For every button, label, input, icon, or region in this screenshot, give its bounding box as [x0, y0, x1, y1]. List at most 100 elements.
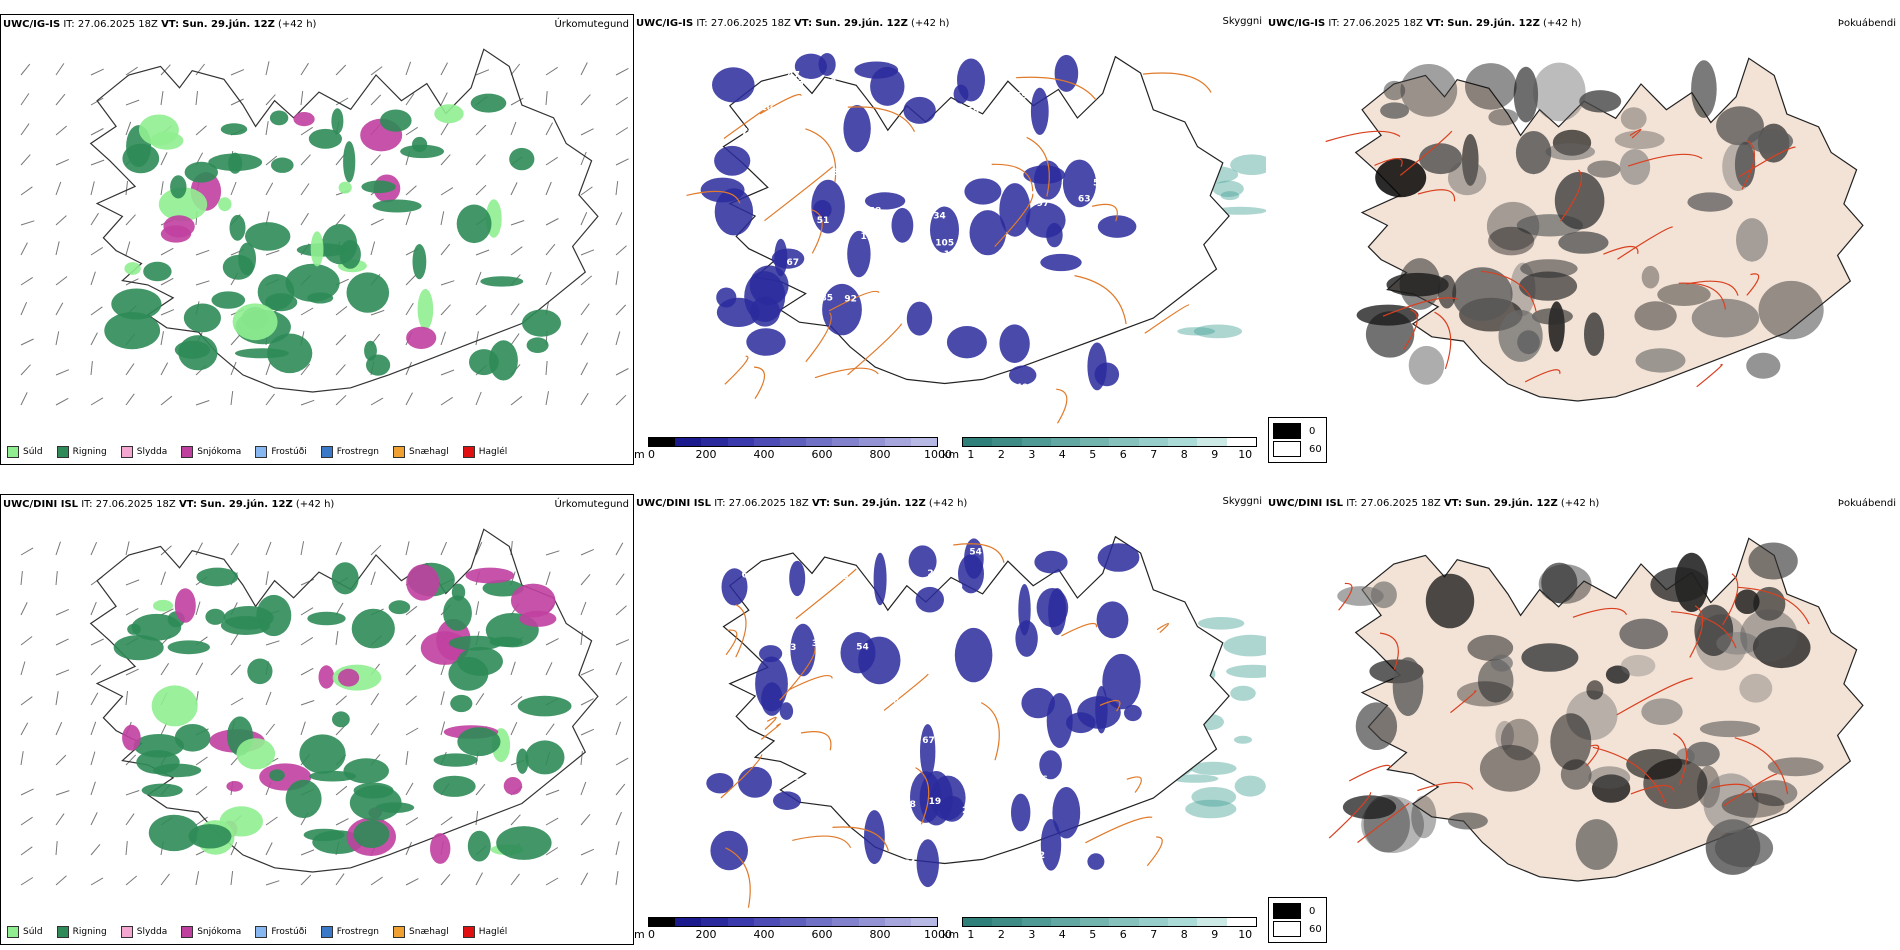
fog-cell [1193, 324, 1242, 339]
wind-barb [90, 397, 104, 406]
wind-barb [510, 721, 518, 736]
wind-barb [615, 542, 624, 556]
wind-barb [440, 541, 447, 556]
precip-cell [184, 161, 218, 183]
wind-barb [405, 541, 410, 556]
wind-barb [580, 573, 591, 586]
wind-barb [55, 813, 65, 826]
cloud-base-label: 106 [1107, 783, 1126, 793]
fog-index-patch [1456, 681, 1514, 707]
wind-barb [615, 639, 630, 646]
low-cloud [1077, 696, 1121, 729]
wind-barb [195, 125, 207, 136]
low-cloud [930, 206, 959, 253]
wind-barb [370, 723, 380, 736]
precip-cell [388, 600, 411, 615]
road [828, 290, 880, 312]
fog-cell [1230, 154, 1266, 175]
wind-barb [475, 811, 479, 826]
precip-cell [153, 599, 173, 612]
low-cloud [915, 586, 944, 613]
cloud-base-label: 76 [742, 128, 755, 138]
low-cloud [1124, 704, 1142, 722]
wind-barb [125, 541, 130, 556]
road [1379, 632, 1399, 670]
fog-key-row: 0 [1273, 902, 1322, 920]
fog-index-patch [1635, 348, 1686, 373]
wind-barb [615, 757, 629, 766]
road [1091, 203, 1118, 222]
legend-item: Slydda [120, 926, 167, 938]
panel-title: Þokuábendi [1837, 498, 1896, 509]
wind-barb [265, 155, 278, 166]
colorbar-segment [963, 918, 993, 926]
wind-barb [510, 220, 525, 226]
wind-barb [405, 274, 417, 286]
fog-key: 0 60 [1268, 897, 1327, 943]
low-cloud [746, 328, 786, 356]
road [1357, 802, 1410, 843]
wind-barb [230, 697, 244, 706]
road [1325, 130, 1401, 143]
wind-barb [510, 121, 517, 136]
colorbar-tick-label: 1000 [924, 448, 952, 461]
fog-index-patch [1337, 586, 1384, 606]
cloud-base-label: 63 [1078, 195, 1091, 205]
colorbar-segment [1109, 438, 1139, 446]
road [811, 209, 823, 254]
panel-header: UWC/DINI ISL IT: 27.06.2025 18Z VT: Sun.… [1268, 498, 1600, 509]
panel-header: UWC/IG-IS IT: 27.06.2025 18Z VT: Sun. 29… [636, 18, 950, 29]
wind-barb [160, 331, 164, 346]
precip-cell [310, 231, 324, 267]
low-cloud [1009, 365, 1037, 385]
precip-cell [138, 114, 179, 146]
fog-index-patch [1740, 609, 1798, 662]
colorbar-tick-label: 10 [1238, 928, 1253, 941]
fog-index-patch [1703, 773, 1759, 833]
wind-barb [90, 332, 98, 346]
wind-barb [90, 638, 104, 646]
vis-unit: km [942, 928, 960, 941]
colorbar-segment [675, 438, 702, 446]
wind-barb [545, 181, 552, 196]
cloud-base-label: 105 [935, 238, 954, 248]
wind-barb [545, 638, 559, 646]
precip-cell [417, 288, 434, 330]
wind-barb [90, 128, 104, 136]
wind-barb [475, 305, 487, 316]
wind-barb [370, 154, 381, 166]
wind-barb [20, 751, 24, 766]
road [1741, 140, 1755, 190]
fog-index-patch [1739, 673, 1773, 703]
legend-swatch [120, 446, 133, 458]
fog-index-patch [1605, 665, 1630, 684]
legend-swatch [56, 446, 69, 458]
wind-barb [265, 691, 272, 706]
fog-index-patch [1620, 654, 1656, 677]
wind-barb [615, 871, 619, 886]
low-cloud [870, 66, 905, 106]
road [788, 675, 833, 691]
wind-barb [55, 276, 68, 286]
legend-item: Frostregn [320, 446, 379, 458]
low-cloud [1030, 87, 1049, 135]
wind-barb [440, 396, 453, 406]
panel-header: UWC/DINI ISL IT: 27.06.2025 18Z VT: Sun.… [636, 498, 968, 509]
road [1592, 746, 1667, 805]
road [725, 847, 751, 908]
wind-barb [370, 309, 385, 316]
wind-barb [405, 751, 409, 766]
precip-cell [406, 564, 440, 601]
road [814, 367, 879, 379]
cloud-base-label: 54 [856, 642, 869, 652]
wind-barb [440, 280, 455, 286]
wind-barb [20, 661, 26, 676]
wind-barb [580, 62, 588, 76]
low-cloud [779, 702, 794, 720]
fog-index-patch [1734, 589, 1760, 614]
wind-barb [90, 541, 98, 556]
wind-barb [545, 571, 551, 586]
wind-barb [20, 154, 31, 166]
colorbar-segment [753, 438, 780, 446]
wind-barb [510, 333, 520, 346]
